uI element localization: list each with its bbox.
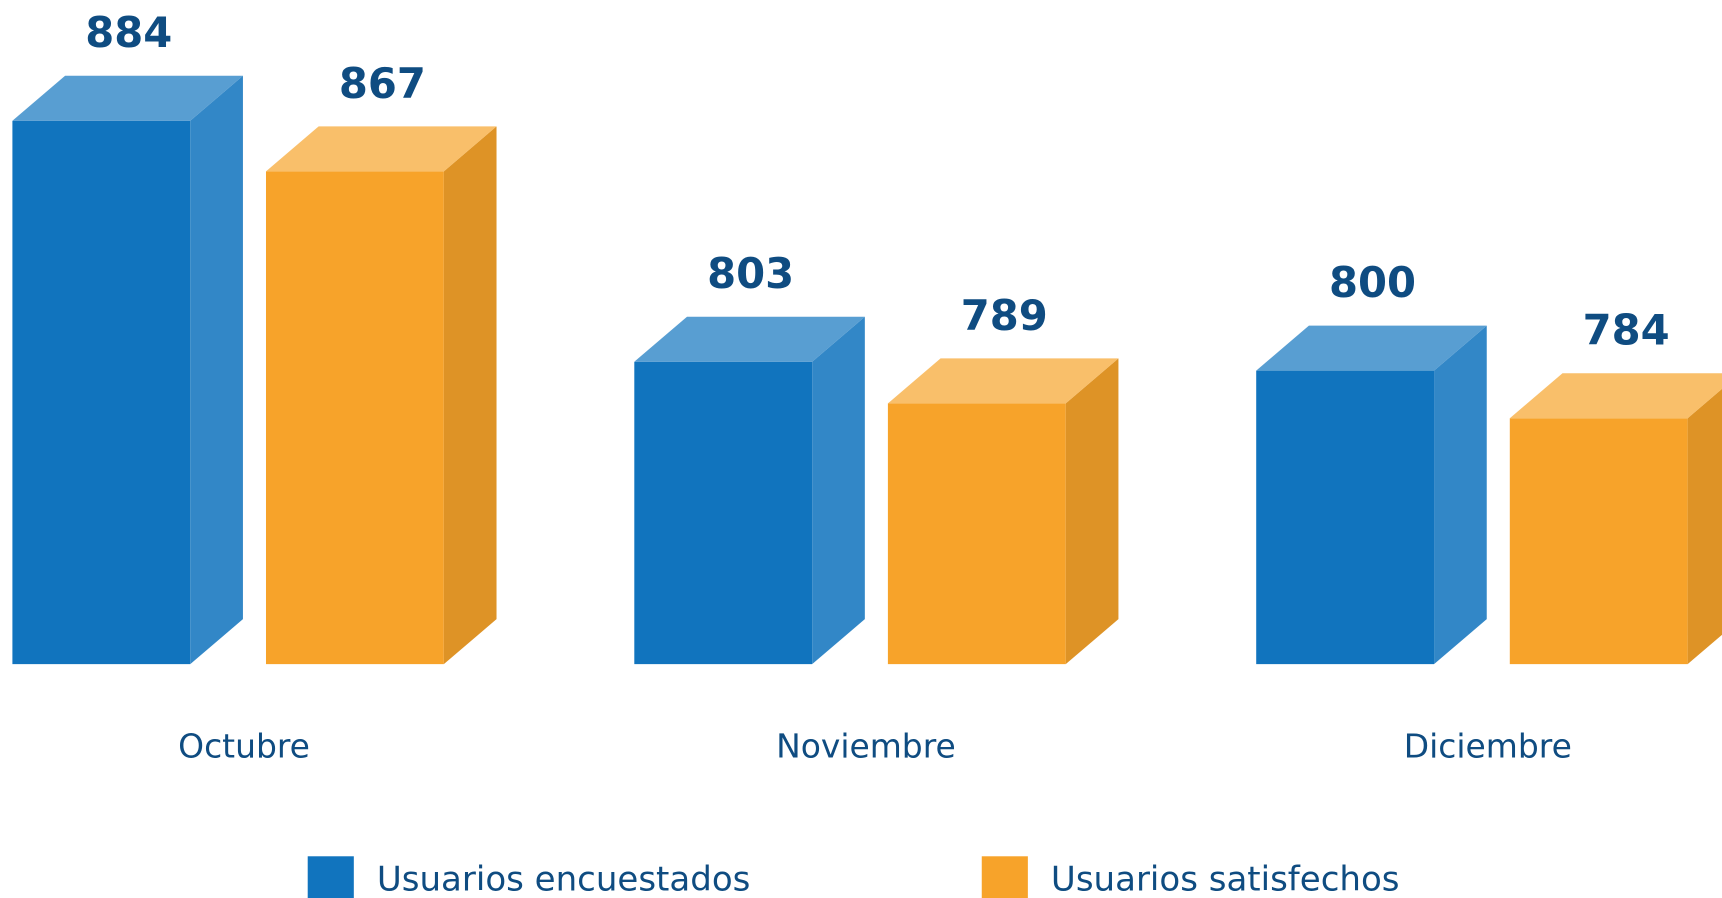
- data-label: 784: [1583, 306, 1670, 355]
- bar-front: [634, 361, 813, 665]
- bar-top: [12, 75, 243, 121]
- bar-side: [190, 75, 243, 665]
- bar-top: [265, 126, 497, 172]
- x-tick-label: Octubre: [178, 726, 310, 765]
- bar-top: [1256, 325, 1487, 371]
- bar: [12, 75, 243, 665]
- bar: [634, 316, 865, 665]
- bar-top: [634, 316, 865, 362]
- bar-top: [1509, 373, 1722, 419]
- legend-swatch: [981, 856, 1028, 898]
- bar-front: [12, 120, 191, 665]
- bar-top: [887, 358, 1119, 404]
- bar-side: [1434, 325, 1487, 665]
- legend-label: Usuarios encuestados: [377, 859, 751, 898]
- bar-side: [812, 316, 865, 665]
- bar-front: [265, 171, 444, 665]
- legend-label: Usuarios satisfechos: [1051, 859, 1400, 898]
- bar-front: [1256, 370, 1435, 665]
- bar: [1256, 325, 1487, 665]
- bar: [1509, 373, 1722, 665]
- bar: [265, 126, 497, 665]
- legend-swatch: [307, 856, 354, 898]
- bar-side: [443, 126, 497, 665]
- bar: [887, 358, 1119, 665]
- bar-front: [887, 403, 1066, 665]
- data-label: 884: [85, 8, 172, 57]
- x-tick-label: Noviembre: [776, 726, 956, 765]
- data-label: 789: [961, 291, 1048, 340]
- data-label: 803: [707, 249, 794, 298]
- bar-front: [1509, 418, 1688, 665]
- bar-side: [1687, 388, 1722, 665]
- data-label: 800: [1329, 258, 1416, 307]
- data-label: 867: [339, 59, 426, 108]
- bar-side: [1065, 358, 1119, 665]
- x-tick-label: Diciembre: [1404, 726, 1572, 765]
